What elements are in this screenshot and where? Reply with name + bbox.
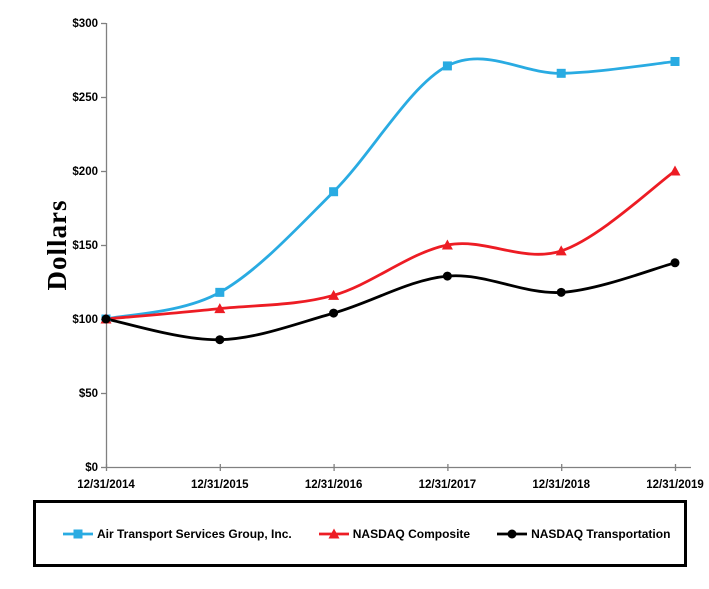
- series-line-nasdaq-transportation: [104, 261, 677, 342]
- point-air-transport-services-group-inc-square-marker: [215, 287, 225, 297]
- point-nasdaq-transportation-circle-marker: [556, 287, 566, 297]
- series-line-nasdaq-composite: [104, 169, 677, 321]
- legend-item-nasdaq-composite: NASDAQ Composite: [318, 526, 471, 541]
- x-tick-label: 12/31/2015: [191, 479, 249, 491]
- y-tick-label: $0: [85, 462, 98, 474]
- y-tick-label: $250: [72, 92, 98, 104]
- point-nasdaq-composite-triangle-marker: [214, 303, 226, 314]
- point-nasdaq-composite-triangle-marker: [441, 239, 453, 250]
- point-air-transport-services-group-inc-square-marker: [442, 61, 452, 71]
- legend-label: NASDAQ Transportation: [531, 526, 671, 541]
- point-air-transport-services-group-inc-square-marker: [329, 187, 339, 197]
- legend-square-glyph: [73, 529, 83, 538]
- x-tick-label: 12/31/2019: [646, 479, 704, 491]
- y-tick-label: $300: [72, 18, 98, 30]
- y-tick-label: $150: [72, 240, 98, 252]
- y-tick-label: $50: [79, 388, 98, 400]
- legend-triangle-marker-icon: [318, 528, 349, 538]
- legend: Air Transport Services Group, Inc. NASDA…: [33, 500, 687, 567]
- y-tick-label: $100: [72, 314, 98, 326]
- legend-triangle-glyph: [328, 528, 340, 538]
- x-tick-label: 12/31/2017: [419, 479, 477, 491]
- legend-label: Air Transport Services Group, Inc.: [97, 526, 292, 541]
- point-nasdaq-transportation-circle-marker: [670, 258, 680, 268]
- y-tick-label: $200: [72, 166, 98, 178]
- point-nasdaq-composite-triangle-marker: [328, 289, 340, 300]
- point-nasdaq-transportation-circle-marker: [215, 335, 225, 345]
- legend-square-marker-icon: [63, 529, 93, 538]
- point-air-transport-services-group-inc-square-marker: [556, 68, 566, 78]
- legend-label: NASDAQ Composite: [352, 526, 471, 541]
- legend-item-air-transport-services-group: Air Transport Services Group, Inc.: [63, 527, 292, 541]
- y-axis-title: Dollars: [42, 199, 72, 291]
- point-air-transport-services-group-inc-square-marker: [670, 56, 680, 66]
- point-nasdaq-transportation-circle-marker: [329, 308, 339, 318]
- x-tick-label: 12/31/2014: [77, 479, 135, 491]
- x-tick-label: 12/31/2016: [305, 479, 363, 491]
- point-nasdaq-transportation-circle-marker: [442, 271, 452, 281]
- legend-item-nasdaq-transportation: NASDAQ Transportation: [497, 527, 670, 541]
- point-nasdaq-composite-triangle-marker: [555, 245, 567, 256]
- point-nasdaq-composite-triangle-marker: [669, 165, 681, 176]
- legend-circle-glyph: [507, 529, 517, 538]
- series-line-air-transport-services-group-inc: [104, 57, 677, 321]
- line-chart-canvas: $0 $50 $100 $150 $200 $250 $300 12/31/2014 12/31…: [72, 18, 704, 491]
- legend-circle-marker-icon: [497, 529, 528, 538]
- point-nasdaq-transportation-circle-marker: [101, 314, 111, 324]
- x-tick-label: 12/31/2018: [532, 479, 590, 491]
